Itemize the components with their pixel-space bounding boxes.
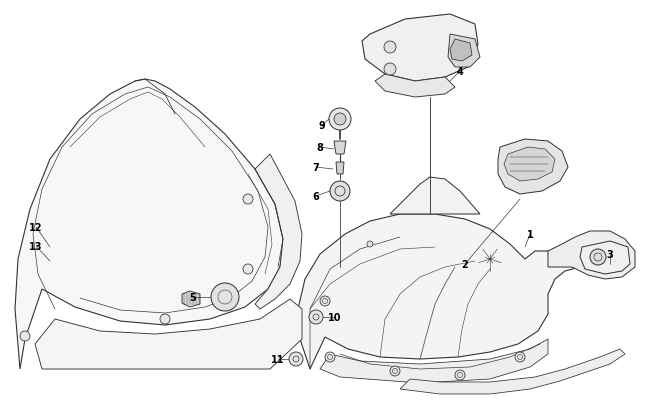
- Circle shape: [20, 331, 30, 341]
- Polygon shape: [320, 339, 548, 383]
- Circle shape: [329, 109, 351, 131]
- Circle shape: [243, 264, 253, 274]
- Polygon shape: [504, 148, 555, 181]
- Circle shape: [390, 366, 400, 376]
- Text: 9: 9: [318, 121, 326, 131]
- Polygon shape: [35, 299, 302, 369]
- Text: 2: 2: [462, 259, 469, 269]
- Text: 10: 10: [328, 312, 342, 322]
- Circle shape: [320, 296, 330, 306]
- Circle shape: [515, 352, 525, 362]
- Text: 12: 12: [29, 222, 43, 232]
- Circle shape: [211, 284, 239, 311]
- Text: 13: 13: [29, 241, 43, 252]
- Circle shape: [367, 241, 373, 247]
- Polygon shape: [548, 231, 635, 279]
- Polygon shape: [334, 142, 346, 155]
- Circle shape: [384, 64, 396, 76]
- Circle shape: [160, 314, 170, 324]
- Polygon shape: [336, 162, 344, 175]
- Circle shape: [384, 42, 396, 54]
- Polygon shape: [15, 80, 283, 369]
- Polygon shape: [448, 35, 480, 68]
- Text: 8: 8: [317, 143, 324, 153]
- Polygon shape: [182, 291, 200, 307]
- Polygon shape: [498, 140, 568, 194]
- Circle shape: [334, 114, 346, 126]
- Text: 5: 5: [190, 292, 196, 302]
- Circle shape: [289, 352, 303, 366]
- Text: 7: 7: [313, 162, 319, 173]
- Text: 6: 6: [313, 192, 319, 202]
- Circle shape: [325, 352, 335, 362]
- Polygon shape: [362, 15, 478, 82]
- Text: 1: 1: [526, 230, 534, 239]
- Polygon shape: [255, 155, 302, 309]
- Circle shape: [590, 249, 606, 265]
- Circle shape: [455, 370, 465, 380]
- Circle shape: [330, 181, 350, 202]
- Polygon shape: [450, 40, 472, 62]
- Text: 3: 3: [606, 249, 614, 259]
- Text: 4: 4: [456, 67, 463, 77]
- Polygon shape: [580, 241, 630, 274]
- Polygon shape: [375, 75, 455, 98]
- Polygon shape: [400, 349, 625, 394]
- Circle shape: [243, 194, 253, 205]
- Polygon shape: [298, 215, 625, 369]
- Polygon shape: [390, 177, 480, 215]
- Circle shape: [309, 310, 323, 324]
- Text: 11: 11: [271, 354, 285, 364]
